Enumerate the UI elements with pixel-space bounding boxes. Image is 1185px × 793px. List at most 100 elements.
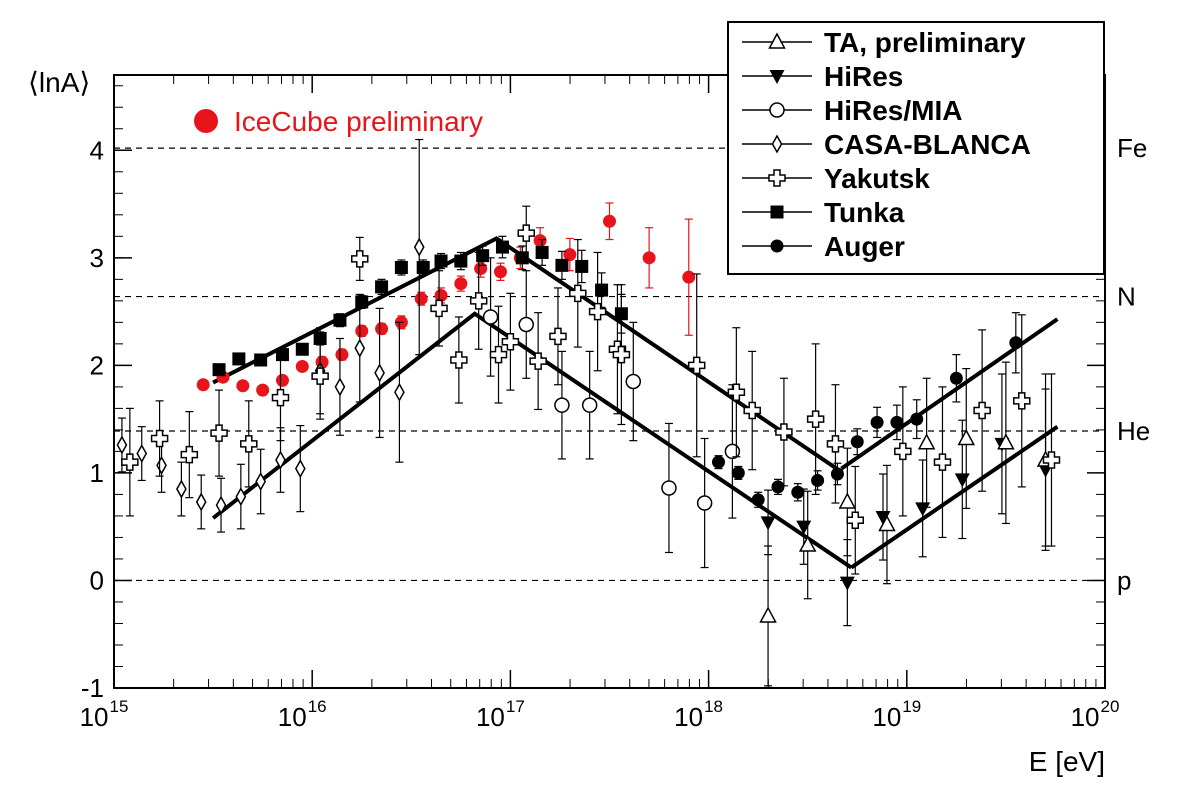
data-point xyxy=(846,511,865,529)
series-ta-preliminary xyxy=(759,361,1055,687)
legend-marker xyxy=(768,32,786,49)
series-yakutsk xyxy=(121,205,1061,575)
legend-label: Yakutsk xyxy=(824,163,930,194)
data-point xyxy=(333,313,347,327)
data-point xyxy=(625,373,642,390)
legend-entry-ta-preliminary: TA, preliminary xyxy=(742,27,1026,58)
data-point xyxy=(180,445,199,464)
data-point xyxy=(256,383,270,397)
legend-marker xyxy=(770,239,784,253)
data-point xyxy=(295,342,309,356)
x-tick-label: 1017 xyxy=(476,697,525,732)
data-point xyxy=(751,493,765,507)
reference-label-fe: Fe xyxy=(1117,133,1147,163)
data-point xyxy=(493,265,507,279)
data-point xyxy=(354,338,366,358)
data-point xyxy=(957,428,976,446)
data-point xyxy=(156,455,167,475)
data-point xyxy=(595,283,609,297)
data-point xyxy=(775,423,793,441)
data-point xyxy=(712,455,726,469)
data-point xyxy=(430,299,448,318)
data-point xyxy=(515,251,529,265)
data-point xyxy=(581,397,598,413)
data-point xyxy=(416,261,430,275)
data-point xyxy=(434,288,448,302)
data-point xyxy=(588,302,607,321)
data-point xyxy=(612,345,631,364)
data-point xyxy=(335,348,349,362)
data-point xyxy=(529,352,547,370)
data-point xyxy=(870,415,884,429)
data-point xyxy=(603,214,616,228)
legend-entry-tunka: Tunka xyxy=(742,197,905,228)
series-hires-mia xyxy=(482,257,741,569)
data-point xyxy=(569,284,587,303)
data-point xyxy=(727,383,746,402)
data-point xyxy=(806,410,825,428)
data-point xyxy=(254,353,268,367)
data-point xyxy=(255,471,267,492)
data-point xyxy=(275,373,289,387)
y-tick-label: -1 xyxy=(81,673,104,703)
x-tick-label: 1019 xyxy=(872,697,921,732)
y-tick-label: 1 xyxy=(90,458,104,488)
x-tick-label: 1016 xyxy=(278,697,327,732)
data-point xyxy=(469,292,488,310)
data-point xyxy=(791,485,805,499)
model-line-lower-rise xyxy=(850,425,1059,570)
legend-label: Auger xyxy=(824,231,905,262)
legend-entry-hires-mia: HiRes/MIA xyxy=(742,95,962,126)
x-tick-label: 1018 xyxy=(674,697,723,732)
data-point xyxy=(549,327,567,346)
data-point xyxy=(334,377,346,397)
icecube-annotation: IceCube preliminary xyxy=(194,106,483,137)
x-tick-label: 1020 xyxy=(1071,697,1120,732)
reference-label-n: N xyxy=(1117,282,1136,312)
data-point xyxy=(450,351,468,369)
data-point xyxy=(518,316,535,333)
data-point xyxy=(535,245,549,259)
data-point xyxy=(890,415,904,429)
data-point xyxy=(811,473,825,487)
legend-marker xyxy=(771,134,783,154)
data-point xyxy=(355,295,369,309)
data-point xyxy=(771,480,785,494)
data-point xyxy=(474,262,488,276)
legend-entry-yakutsk: Yakutsk xyxy=(742,163,930,194)
data-point xyxy=(495,240,509,254)
data-point xyxy=(121,453,139,471)
data-point xyxy=(910,412,924,426)
data-series xyxy=(116,138,1061,687)
legend-label: TA, preliminary xyxy=(824,27,1026,58)
data-point xyxy=(533,234,547,248)
data-point xyxy=(850,435,864,449)
data-point xyxy=(743,401,761,420)
legend-marker xyxy=(769,102,785,118)
data-point xyxy=(374,363,385,383)
data-point xyxy=(661,480,677,496)
data-point xyxy=(1009,336,1023,350)
plot-frame xyxy=(113,74,1106,689)
data-point xyxy=(176,479,187,499)
x-axis-label: E [eV] xyxy=(1029,746,1105,777)
series-tunka xyxy=(212,235,628,377)
data-point xyxy=(482,309,499,325)
data-point xyxy=(563,248,577,262)
data-point xyxy=(414,292,428,306)
data-point xyxy=(517,224,536,242)
data-point xyxy=(878,514,896,532)
data-point xyxy=(116,435,128,455)
data-point xyxy=(798,535,817,552)
data-point xyxy=(311,367,329,385)
data-point xyxy=(830,467,844,481)
data-point xyxy=(489,345,508,364)
data-point xyxy=(501,332,520,351)
data-point xyxy=(215,495,227,515)
data-point xyxy=(731,466,745,480)
data-point xyxy=(839,576,855,591)
data-point xyxy=(687,356,706,375)
data-point xyxy=(997,433,1015,450)
legend-box xyxy=(727,21,1105,275)
